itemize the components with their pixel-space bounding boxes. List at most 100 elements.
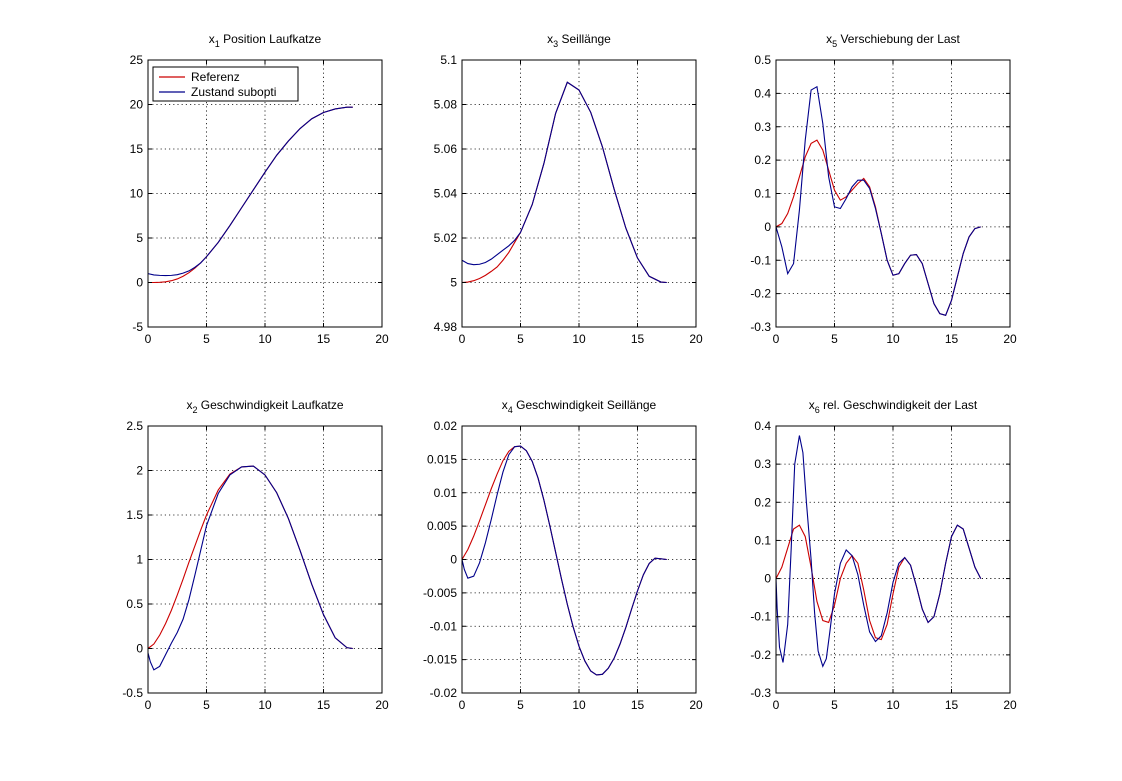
subplot-title: x1 Position Laufkatze xyxy=(209,32,322,49)
x-tick-label: 0 xyxy=(459,698,466,712)
x-tick-label: 5 xyxy=(203,698,210,712)
y-tick-label: -0.2 xyxy=(750,287,771,301)
y-tick-label: -0.01 xyxy=(430,619,458,633)
y-tick-label: 20 xyxy=(130,98,144,112)
y-tick-label: 0.01 xyxy=(434,486,458,500)
x-tick-label: 20 xyxy=(689,332,703,346)
subplot-2: 0 5 10 15 20 4.98 5 5.02 5.04 5.06 5.08 5.1 x3 Seill… xyxy=(434,32,703,346)
y-tick-label: 0 xyxy=(764,572,771,586)
series-line-state xyxy=(775,85,981,316)
y-tick-label: 5.08 xyxy=(434,98,458,112)
x-tick-label: 10 xyxy=(886,332,900,346)
y-tick-label: 0.1 xyxy=(754,187,771,201)
x-tick-label: 20 xyxy=(375,332,389,346)
y-tick-label: 2 xyxy=(136,464,143,478)
x-tick-label: 0 xyxy=(459,332,466,346)
x-tick-label: 10 xyxy=(258,698,272,712)
y-tick-label: 5.02 xyxy=(434,231,458,245)
y-tick-label: 0.015 xyxy=(427,452,457,466)
y-tick-label: 5 xyxy=(136,231,143,245)
x-tick-label: 20 xyxy=(1003,698,1017,712)
x-tick-label: 15 xyxy=(631,332,645,346)
y-tick-label: -0.5 xyxy=(122,686,143,700)
y-tick-label: 0 xyxy=(136,276,143,290)
y-tick-label: 0 xyxy=(136,642,143,656)
y-tick-label: -0.02 xyxy=(430,686,458,700)
subplot-title: x5 Verschiebung der Last xyxy=(826,32,960,49)
y-tick-label: -0.3 xyxy=(750,320,771,334)
y-tick-label: 0 xyxy=(450,553,457,567)
subplot-title: x2 Geschwindigkeit Laufkatze xyxy=(186,398,343,415)
x-tick-label: 5 xyxy=(203,332,210,346)
y-tick-label: 4.98 xyxy=(434,320,458,334)
x-tick-label: 0 xyxy=(145,332,152,346)
x-tick-label: 10 xyxy=(258,332,272,346)
x-tick-label: 15 xyxy=(317,698,331,712)
x-tick-label: 5 xyxy=(831,698,838,712)
series-line-state xyxy=(147,465,353,671)
subplot-3: 0 5 10 15 20 -0.3 -0.2 -0.1 0 0.1 0.2 0.3 0.4 0.5 x5 V… xyxy=(750,32,1017,346)
y-tick-label: 0.5 xyxy=(754,53,771,67)
x-tick-label: 10 xyxy=(572,332,586,346)
y-tick-label: -0.015 xyxy=(423,653,457,667)
legend-box xyxy=(152,66,299,102)
x-tick-label: 10 xyxy=(572,698,586,712)
legend-label: Referenz xyxy=(191,70,240,84)
y-tick-label: -0.2 xyxy=(750,648,771,662)
series-line-state xyxy=(147,106,353,277)
y-tick-label: 0.02 xyxy=(434,419,458,433)
y-tick-label: -0.1 xyxy=(750,610,771,624)
y-tick-label: 0.2 xyxy=(754,495,771,509)
y-tick-label: 1.5 xyxy=(126,508,143,522)
subplot-5: 0 5 10 15 20 -0.02 -0.015 -0.01 -0.005 0 0.005 0.01… xyxy=(423,398,703,712)
y-tick-label: 5 xyxy=(450,276,457,290)
y-tick-label: 15 xyxy=(130,142,144,156)
x-tick-label: 15 xyxy=(945,332,959,346)
x-tick-label: 0 xyxy=(773,698,780,712)
legend-label: Zustand subopti xyxy=(191,85,276,99)
series-line-state xyxy=(461,445,667,676)
subplot-title: x4 Geschwindigkeit Seillänge xyxy=(502,398,657,415)
series-line-state xyxy=(775,435,982,668)
y-tick-label: 0.1 xyxy=(754,533,771,547)
x-tick-label: 20 xyxy=(375,698,389,712)
y-tick-label: 0.3 xyxy=(754,457,771,471)
x-tick-label: 15 xyxy=(317,332,331,346)
x-tick-label: 5 xyxy=(831,332,838,346)
y-tick-label: -0.3 xyxy=(750,686,771,700)
y-tick-label: 0.4 xyxy=(754,419,771,433)
subplot-6: 0 5 10 15 20 -0.3 -0.2 -0.1 0 0.1 0.2 0.3 0.4 x6 rel.… xyxy=(750,398,1017,712)
y-tick-label: -5 xyxy=(132,320,143,334)
y-tick-label: 0.3 xyxy=(754,120,771,134)
subplot-4: 0 5 10 15 20-0.500.511.522.5x2 Geschwindigke… xyxy=(122,398,389,712)
y-tick-label: 2.5 xyxy=(126,419,143,433)
y-tick-label: 10 xyxy=(130,187,144,201)
series-line-state xyxy=(461,81,667,284)
y-tick-label: 25 xyxy=(130,53,144,67)
y-tick-label: 0.005 xyxy=(427,519,457,533)
y-tick-label: 1 xyxy=(136,553,143,567)
x-tick-label: 5 xyxy=(517,698,524,712)
y-tick-label: 5.04 xyxy=(434,187,458,201)
x-tick-label: 0 xyxy=(145,698,152,712)
x-tick-label: 5 xyxy=(517,332,524,346)
x-tick-label: 20 xyxy=(1003,332,1017,346)
y-tick-label: 0 xyxy=(764,220,771,234)
x-tick-label: 0 xyxy=(773,332,780,346)
x-tick-label: 10 xyxy=(886,698,900,712)
y-tick-label: 5.06 xyxy=(434,142,458,156)
x-tick-label: 20 xyxy=(689,698,703,712)
x-tick-label: 15 xyxy=(631,698,645,712)
y-tick-label: 0.2 xyxy=(754,153,771,167)
y-tick-label: -0.1 xyxy=(750,253,771,267)
y-tick-label: 0.4 xyxy=(754,86,771,100)
y-tick-label: 0.5 xyxy=(126,597,143,611)
subplot-title: x6 rel. Geschwindigkeit der Last xyxy=(809,398,978,415)
x-tick-label: 15 xyxy=(945,698,959,712)
y-tick-label: 5.1 xyxy=(440,53,457,67)
subplot-title: x3 Seillänge xyxy=(547,32,611,49)
